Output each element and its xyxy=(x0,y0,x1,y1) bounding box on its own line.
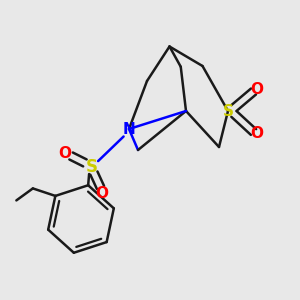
Text: O: O xyxy=(95,186,109,201)
Text: O: O xyxy=(58,146,71,160)
Text: O: O xyxy=(250,82,263,98)
Text: O: O xyxy=(250,126,263,141)
Text: N: N xyxy=(123,122,135,136)
Text: S: S xyxy=(85,158,98,175)
Text: S: S xyxy=(223,103,233,118)
